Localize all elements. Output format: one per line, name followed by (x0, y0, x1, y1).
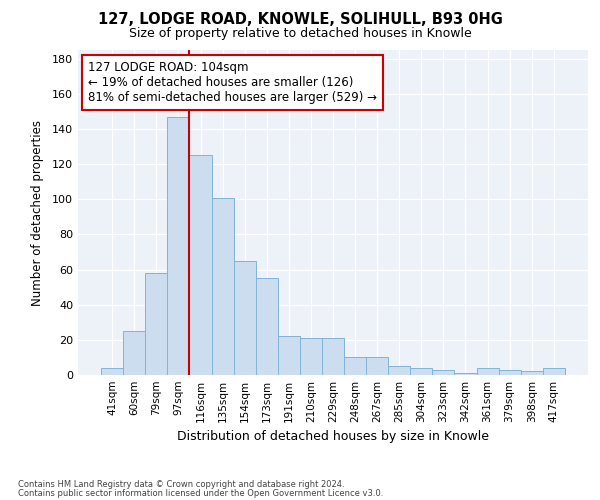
Bar (256, 278, 278, 375)
Text: 127 LODGE ROAD: 104sqm
← 19% of detached houses are smaller (126)
81% of semi-de: 127 LODGE ROAD: 104sqm ← 19% of detached… (88, 62, 377, 104)
Bar (344, 358, 366, 375)
Bar (212, 198, 233, 375)
Text: Contains public sector information licensed under the Open Government Licence v3: Contains public sector information licen… (18, 488, 383, 498)
Bar (123, 331, 145, 375)
Y-axis label: Number of detached properties: Number of detached properties (31, 120, 44, 306)
Bar (366, 358, 388, 375)
Bar (190, 156, 212, 375)
Bar (454, 373, 476, 375)
Bar (101, 368, 123, 375)
X-axis label: Distribution of detached houses by size in Knowle: Distribution of detached houses by size … (177, 430, 489, 444)
Bar (300, 338, 322, 375)
Text: 127, LODGE ROAD, KNOWLE, SOLIHULL, B93 0HG: 127, LODGE ROAD, KNOWLE, SOLIHULL, B93 0… (98, 12, 502, 28)
Bar (233, 261, 256, 375)
Bar (278, 336, 300, 375)
Text: Contains HM Land Registry data © Crown copyright and database right 2024.: Contains HM Land Registry data © Crown c… (18, 480, 344, 489)
Bar (476, 368, 499, 375)
Bar (145, 273, 167, 375)
Bar (543, 368, 565, 375)
Bar (521, 372, 543, 375)
Bar (499, 370, 521, 375)
Bar (433, 370, 454, 375)
Bar (410, 368, 433, 375)
Bar (322, 338, 344, 375)
Text: Size of property relative to detached houses in Knowle: Size of property relative to detached ho… (128, 28, 472, 40)
Bar (388, 366, 410, 375)
Bar (167, 117, 190, 375)
